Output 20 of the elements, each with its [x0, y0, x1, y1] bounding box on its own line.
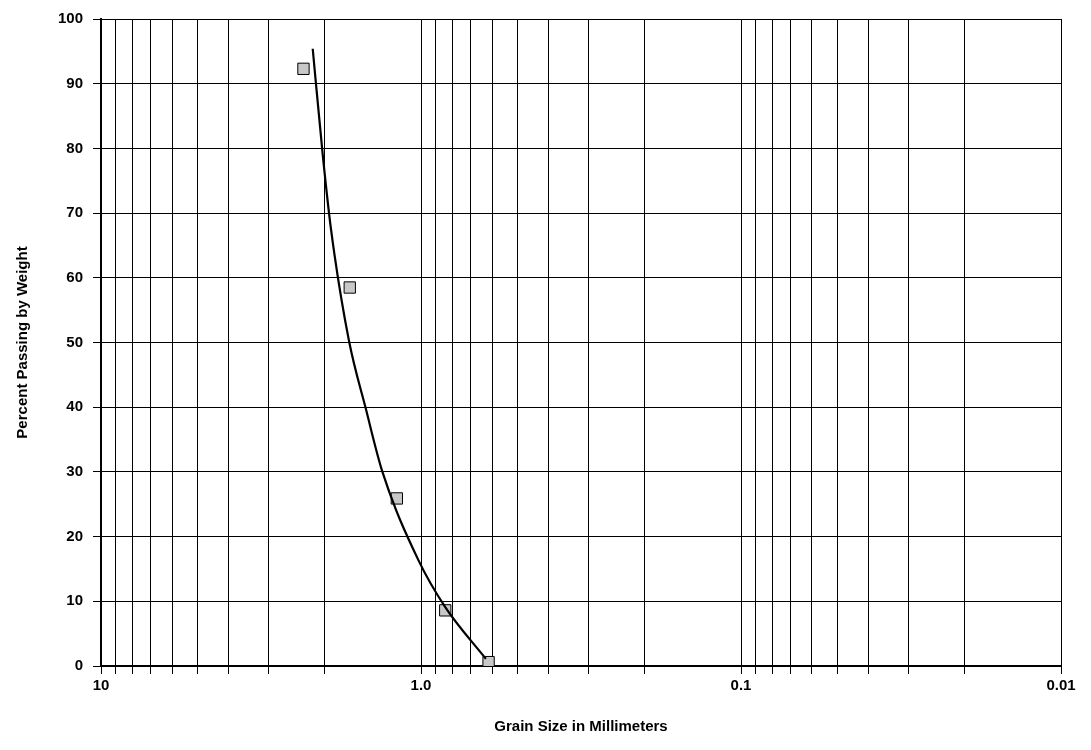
point [482, 655, 495, 666]
x-tick-label: 10 [92, 676, 110, 694]
y-tick-label: 0 [74, 656, 84, 674]
y-tick-label: 70 [66, 203, 84, 221]
y-tick-label: 50 [66, 332, 84, 350]
y-tick-label: 40 [66, 397, 84, 415]
y-tick-label: 10 [66, 591, 84, 609]
y-tick-label: 30 [66, 462, 84, 480]
point [343, 281, 356, 294]
y-axis-title: Percent Passing by Weight [13, 246, 31, 439]
x-tick-label: 1.0 [410, 676, 432, 694]
y-tick-label: 90 [66, 73, 84, 91]
y-tick-label: 60 [66, 267, 84, 285]
y-tick-label: 80 [66, 138, 84, 156]
x-axis-title: Grain Size in Millimeters [494, 717, 668, 735]
y-tick-label: 20 [66, 526, 84, 544]
point [297, 62, 310, 75]
x-tick-label: 0.1 [730, 676, 752, 694]
x-tick-label: 0.01 [1046, 676, 1076, 694]
y-tick-label: 100 [58, 9, 84, 27]
